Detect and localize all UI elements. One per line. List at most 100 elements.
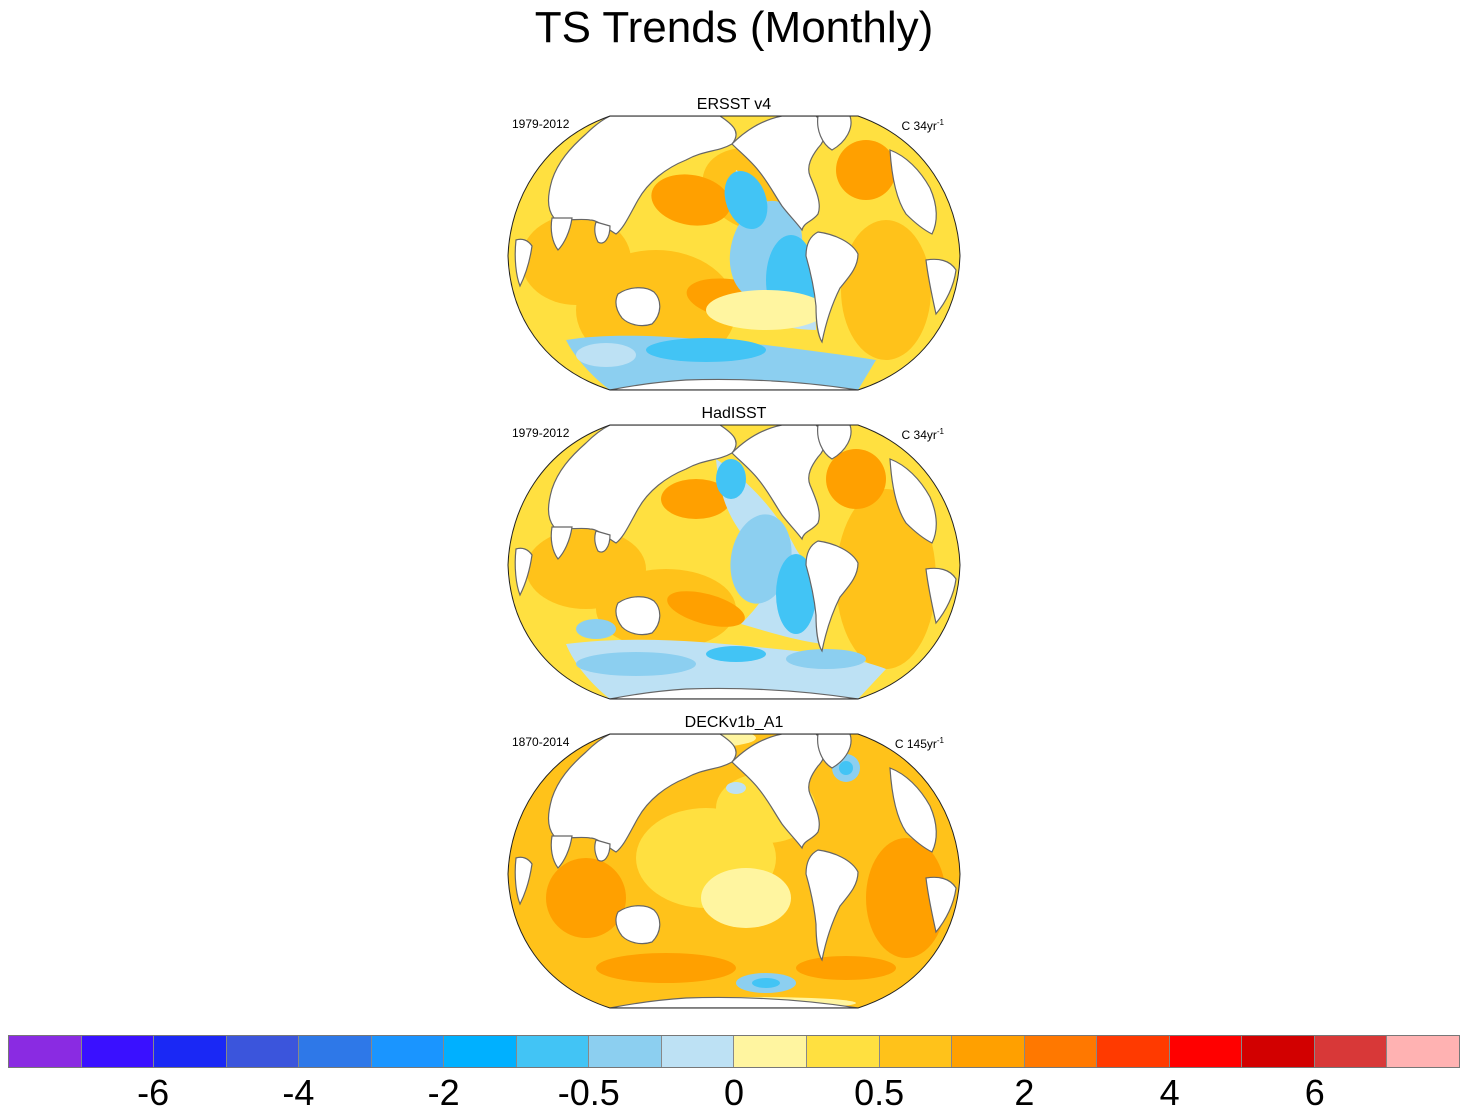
colorbar-box [81, 1036, 155, 1067]
colorbar-box [1024, 1036, 1098, 1067]
trend-region [841, 220, 931, 360]
trend-region [596, 953, 736, 983]
map-panel-ersst: ERSST v4 1979-2012 C 34yr-1 [506, 96, 962, 402]
colorbar-box [661, 1036, 735, 1067]
land-mass [594, 221, 611, 244]
figure-title: TS Trends (Monthly) [534, 3, 934, 52]
land-mass [817, 734, 852, 769]
land-mass [550, 835, 573, 869]
panel-title: HadISST [701, 405, 767, 422]
trend-region [730, 514, 792, 604]
trend-region [716, 459, 746, 499]
land-mass [609, 378, 859, 390]
trend-region [752, 978, 780, 988]
colorbar-box [807, 1036, 880, 1067]
colorbar-box [1387, 1036, 1459, 1067]
land-mass [805, 849, 859, 962]
trend-region [646, 338, 766, 362]
colorbar-box [1242, 1036, 1315, 1067]
colorbar-tick-label: 0.5 [854, 1072, 905, 1113]
trend-region [726, 782, 746, 794]
land-mass [805, 231, 859, 344]
colorbar-tick-label: 0 [723, 1072, 745, 1113]
land-mass [889, 767, 937, 853]
land-mass [514, 547, 533, 597]
panel-title: ERSST v4 [696, 96, 772, 113]
land-mass [925, 567, 957, 625]
trend-region [786, 649, 866, 669]
panel-title: DECKv1b_A1 [684, 714, 784, 731]
map-outline [507, 733, 961, 1009]
land-mass [615, 287, 661, 327]
land-mass [594, 839, 611, 862]
trend-region [866, 838, 946, 958]
colorbar-tick-label: 6 [1304, 1072, 1325, 1113]
colorbar-tick-label: -4 [282, 1072, 315, 1113]
panel-period: 1979-2012 [512, 426, 570, 440]
trend-region [667, 591, 745, 627]
trend-region [706, 646, 766, 662]
land-mass [817, 425, 852, 460]
colorbar-box [1169, 1036, 1243, 1067]
land-mass [550, 217, 573, 251]
trend-region [701, 868, 791, 928]
world-map [507, 424, 961, 700]
colorbar-box [1097, 1036, 1170, 1067]
panel-units: C 34yr-1 [901, 427, 944, 442]
colorbar-box [9, 1036, 82, 1067]
map-outline [507, 115, 961, 391]
land-mass [925, 876, 957, 934]
colorbar-box [154, 1036, 227, 1067]
trend-region [576, 619, 616, 639]
trend-region [576, 343, 636, 367]
world-map [507, 115, 961, 391]
map-panel-hadisst: HadISST 1979-2012 C 34yr-1 [506, 405, 962, 711]
land-mass [889, 458, 937, 544]
trend-region [661, 479, 731, 519]
colorbar-box [734, 1036, 808, 1067]
land-masses [514, 116, 957, 390]
land-mass [594, 530, 611, 553]
trend-region [546, 858, 626, 938]
trend-region [776, 554, 816, 634]
map-outline [507, 424, 961, 700]
land-mass [514, 856, 533, 906]
colorbar-tick-label: -2 [427, 1072, 460, 1113]
land-mass [609, 996, 859, 1008]
land-mass [925, 258, 957, 316]
colorbar-box [1314, 1036, 1388, 1067]
colorbar-box [589, 1036, 662, 1067]
colorbar-box [952, 1036, 1025, 1067]
trend-region [706, 290, 826, 330]
colorbar-box [226, 1036, 300, 1067]
world-map [507, 733, 961, 1009]
panel-units: C 34yr-1 [901, 118, 944, 133]
trend-region [576, 652, 696, 676]
land-mass [514, 238, 533, 288]
land-mass [550, 526, 573, 560]
colorbar-tick-label: -0.5 [557, 1072, 620, 1113]
map-panel-deck: DECKv1b_A1 1870-2014 C 145yr-1 [506, 714, 962, 1020]
panel-period: 1979-2012 [512, 117, 570, 131]
colorbar-box [516, 1036, 590, 1067]
colorbar-tick-label: -6 [137, 1072, 170, 1113]
colorbar [8, 1035, 1460, 1068]
land-mass [609, 687, 859, 699]
trend-region [566, 335, 876, 390]
land-mass [805, 540, 859, 653]
trend-region [796, 956, 896, 980]
colorbar-tick-label: 2 [1014, 1072, 1035, 1113]
land-mass [615, 596, 661, 636]
trend-region [839, 761, 853, 775]
land-masses [514, 734, 957, 1008]
trend-region [836, 140, 896, 200]
land-mass [817, 116, 852, 151]
colorbar-box [371, 1036, 445, 1067]
panel-period: 1870-2014 [512, 735, 570, 749]
land-masses [514, 425, 957, 699]
panel-units: C 145yr-1 [894, 736, 944, 751]
trend-region [724, 170, 768, 230]
trend-region [836, 489, 936, 669]
land-mass [889, 149, 937, 235]
trend-region [826, 449, 886, 509]
